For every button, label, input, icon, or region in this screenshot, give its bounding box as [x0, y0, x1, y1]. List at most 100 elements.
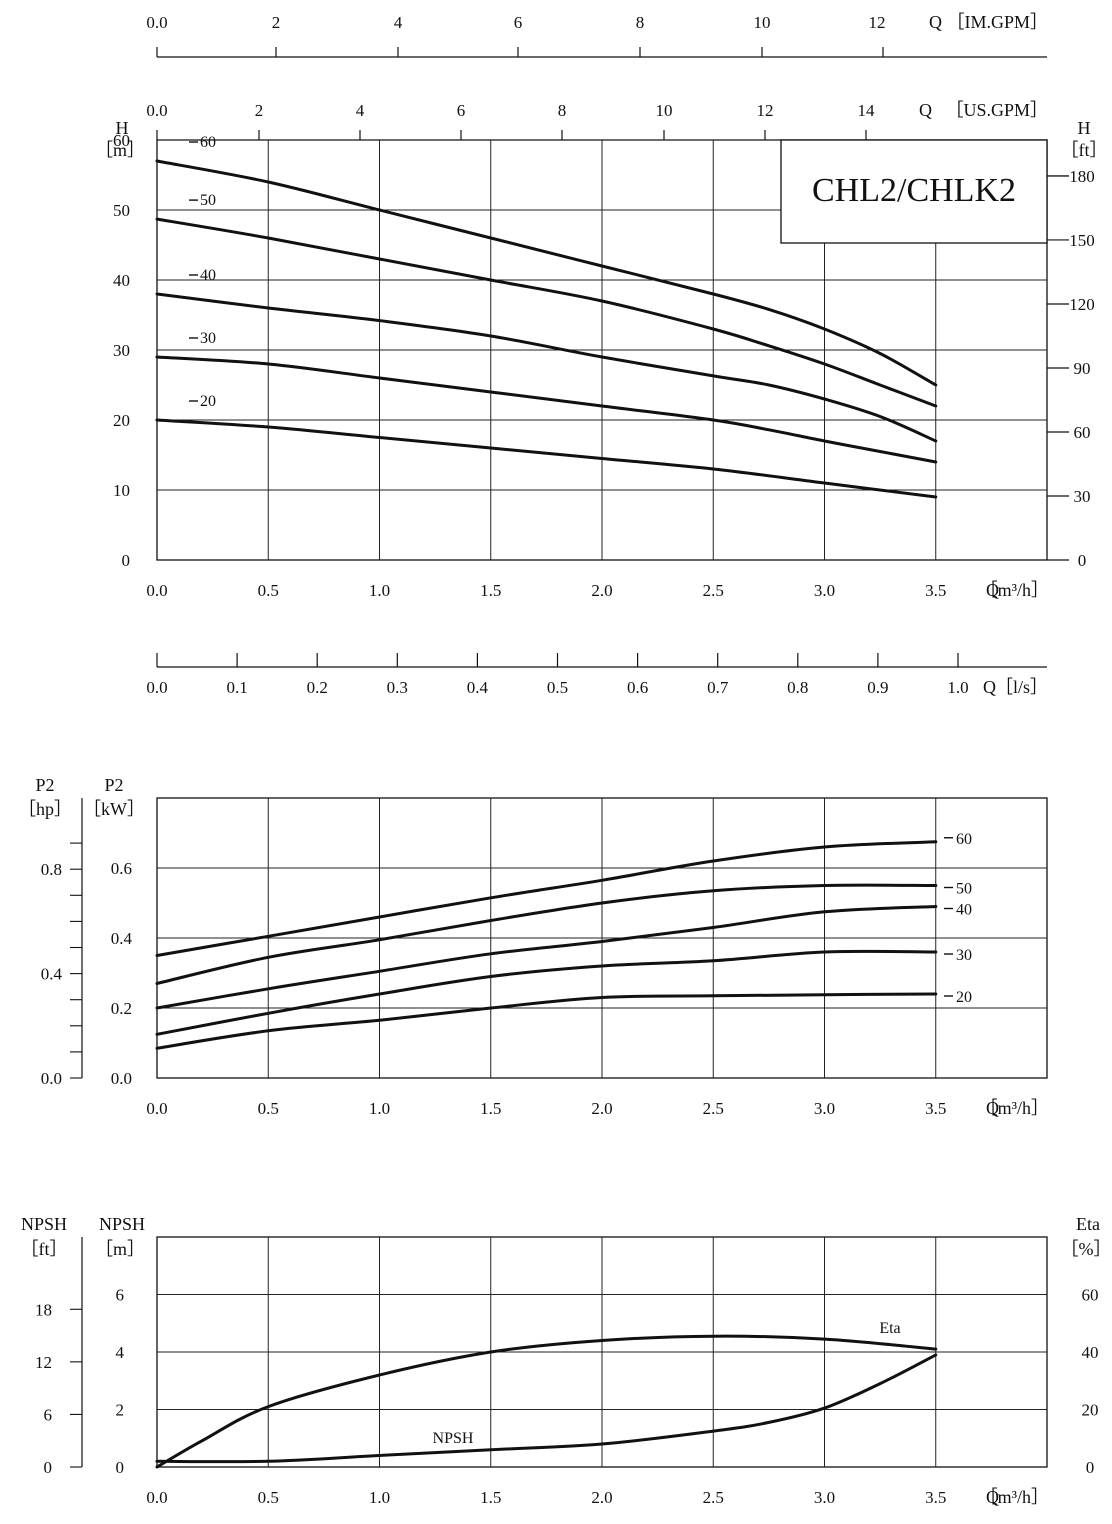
npsh-ft-tick-label: 6: [44, 1405, 53, 1424]
im-gpm-tick-label: 0.0: [146, 13, 167, 32]
us-gpm-tick-label: 10: [656, 101, 673, 120]
power-x-tick-label: 1.5: [480, 1099, 501, 1118]
head-y-tick-label: 40: [113, 271, 130, 290]
npsh-x-tick-label: 3.5: [925, 1488, 946, 1507]
eta-axis-label: Eta: [1076, 1214, 1100, 1234]
head-x-tick-label: 3.0: [814, 581, 835, 600]
im-gpm-tick-label: 6: [514, 13, 523, 32]
head-ft-tick-label: 90: [1074, 359, 1091, 378]
head-y-tick-label: 30: [113, 341, 130, 360]
power-hp-axis-unit: ［hp］: [18, 799, 72, 819]
npsh-m-tick-label: 2: [116, 1401, 125, 1420]
head-series-label: 20: [200, 393, 216, 410]
npsh-ft-axis-label: NPSH: [21, 1214, 67, 1234]
power-series-line: [157, 951, 936, 1034]
head-ft-tick-label: 0: [1078, 551, 1087, 570]
head-series-label: 40: [200, 267, 216, 284]
us-gpm-axis-unit: ［US.GPM］: [945, 100, 1048, 120]
ls-tick-label: 0.3: [387, 678, 408, 697]
us-gpm-tick-label: 8: [558, 101, 567, 120]
npsh-m-tick-label: 6: [116, 1286, 125, 1305]
us-gpm-tick-label: 2: [255, 101, 264, 120]
head-x-axis-unit: ［m³/h］: [980, 580, 1049, 600]
power-kw-axis-unit: ［kW］: [83, 799, 145, 819]
im-gpm-axis-unit: ［IM.GPM］: [946, 12, 1048, 32]
npsh-x-tick-label: 3.0: [814, 1488, 835, 1507]
npsh-series-line: [157, 1355, 936, 1462]
npsh-x-tick-label: 1.0: [369, 1488, 390, 1507]
ls-tick-label: 0.9: [867, 678, 888, 697]
power-series-line: [157, 994, 936, 1048]
npsh-x-tick-label: 2.0: [591, 1488, 612, 1507]
power-x-tick-label: 0.0: [146, 1099, 167, 1118]
im-gpm-tick-label: 2: [272, 13, 281, 32]
head-x-tick-label: 1.5: [480, 581, 501, 600]
ls-tick-label: 0.5: [547, 678, 568, 697]
npsh-ft-axis-unit: ［ft］: [21, 1239, 68, 1259]
npsh-m-axis-unit: ［m］: [95, 1239, 145, 1259]
model-title: CHL2/CHLK2: [812, 172, 1016, 209]
power-kw-tick-label: 0.6: [111, 859, 132, 878]
npsh-ft-tick-label: 12: [35, 1353, 52, 1372]
eta-tick-label: 0: [1086, 1458, 1095, 1477]
npsh-series-group: [157, 1336, 936, 1467]
ls-tick-label: 0.2: [307, 678, 328, 697]
npsh-ft-tick-label: 0: [44, 1458, 53, 1477]
power-kw-tick-label: 0.4: [111, 929, 133, 948]
head-series-label: 30: [200, 330, 216, 347]
us-gpm-tick-label: 6: [457, 101, 466, 120]
head-y-tick-label: 20: [113, 411, 130, 430]
head-series-label: 60: [200, 134, 216, 151]
power-series-label: 40: [956, 902, 972, 919]
npsh-m-tick-label: 4: [116, 1343, 125, 1362]
power-x-tick-label: 3.5: [925, 1099, 946, 1118]
head-y-axis-unit: ［m］: [95, 140, 145, 160]
power-kw-axis-label: P2: [104, 775, 123, 795]
power-x-axis-unit: ［m³/h］: [980, 1098, 1049, 1118]
head-ft-tick-label: 30: [1074, 487, 1091, 506]
im-gpm-tick-label: 12: [869, 13, 886, 32]
npsh-x-tick-label: 1.5: [480, 1488, 501, 1507]
npsh-x-tick-label: 2.5: [703, 1488, 724, 1507]
head-ft-axis-label: H: [1078, 118, 1091, 138]
npsh-x-tick-label: 0.5: [258, 1488, 279, 1507]
ls-tick-label: 0.4: [467, 678, 489, 697]
head-x-tick-label: 2.0: [591, 581, 612, 600]
power-series-label: 20: [956, 989, 972, 1006]
head-series-line: [157, 420, 936, 497]
head-ft-tick-label: 150: [1069, 231, 1095, 250]
npsh-ft-tick-label: 18: [35, 1300, 52, 1319]
eta-tick-label: 20: [1082, 1401, 1099, 1420]
head-x-tick-label: 2.5: [703, 581, 724, 600]
npsh-m-axis-label: NPSH: [99, 1214, 145, 1234]
ls-axis-unit: ［l/s］: [995, 677, 1048, 697]
power-hp-tick-label: 0.4: [41, 965, 63, 984]
npsh-m-tick-label: 0: [116, 1458, 125, 1477]
head-series-line: [157, 357, 936, 462]
power-kw-tick-label: 0.0: [111, 1069, 132, 1088]
power-x-tick-label: 1.0: [369, 1099, 390, 1118]
us-gpm-tick-label: 4: [356, 101, 365, 120]
im-gpm-tick-label: 10: [754, 13, 771, 32]
im-gpm-tick-label: 8: [636, 13, 645, 32]
power-x-tick-label: 2.0: [591, 1099, 612, 1118]
npsh-x-tick-label: 0.0: [146, 1488, 167, 1507]
power-hp-axis-label: P2: [35, 775, 54, 795]
head-y-tick-label: 0: [122, 551, 131, 570]
eta-axis-unit: ［%］: [1061, 1239, 1112, 1259]
head-y-tick-label: 50: [113, 201, 130, 220]
head-y-axis-label: H: [116, 118, 129, 138]
us-gpm-axis-label: Q: [919, 100, 932, 120]
npsh-series-label: NPSH: [433, 1430, 474, 1447]
power-kw-tick-label: 0.2: [111, 999, 132, 1018]
head-ft-tick-label: 120: [1069, 295, 1095, 314]
power-x-tick-label: 2.5: [703, 1099, 724, 1118]
ls-tick-label: 0.7: [707, 678, 729, 697]
head-y-tick-label: 10: [113, 481, 130, 500]
npsh-x-axis-unit: ［m³/h］: [980, 1487, 1049, 1507]
power-series-label: 50: [956, 881, 972, 898]
